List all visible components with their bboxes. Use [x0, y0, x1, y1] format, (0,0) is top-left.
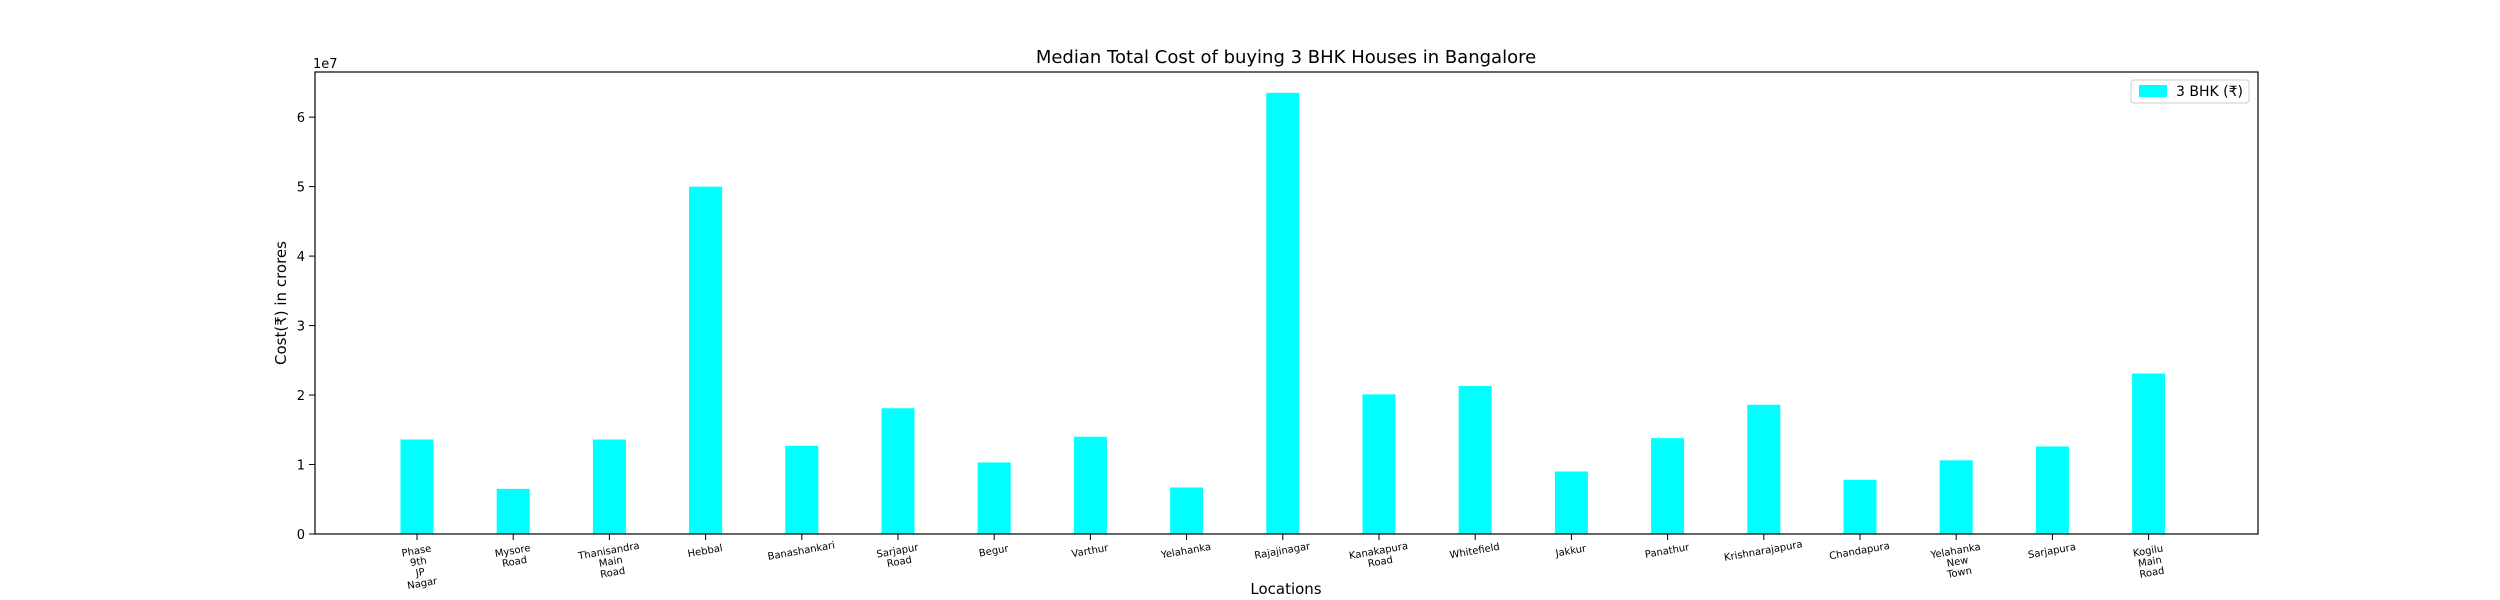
x-tick-label: Begur	[978, 543, 1010, 559]
plot-frame	[314, 71, 2259, 535]
x-tick-label: YelahankaNewTown	[1929, 542, 1985, 583]
x-axis-label: Locations	[1250, 580, 1321, 598]
y-tick-label: 4	[297, 250, 305, 265]
bar	[496, 488, 530, 534]
bar	[400, 439, 434, 534]
x-tick-label: ThanisandraMainRoad	[577, 541, 645, 584]
x-tick-label: Rajajinagar	[1254, 541, 1312, 562]
x-tick-label: Phase9thJPNagar	[401, 543, 439, 592]
x-tick-label: Yelahanka	[1159, 542, 1212, 562]
x-tick-label: Varthur	[1071, 543, 1110, 560]
x-tick-label: Hebbal	[687, 543, 724, 560]
x-tick-label: Sarjapura	[2027, 542, 2077, 561]
y-tick-label: 6	[297, 111, 305, 126]
bar	[1170, 487, 1204, 534]
bar	[881, 408, 915, 534]
bar	[1266, 92, 1300, 534]
y-tick-label: 0	[297, 528, 305, 543]
bar	[1554, 471, 1588, 534]
bar	[1458, 386, 1492, 534]
x-tick-label: KanakapuraRoad	[1348, 541, 1411, 573]
bar	[689, 186, 723, 534]
x-tick-label: KogiluMainRoad	[2132, 543, 2168, 581]
bar	[1362, 394, 1396, 534]
chart-title: Median Total Cost of buying 3 BHK Houses…	[1036, 47, 1536, 68]
y-offset-label: 1e7	[313, 57, 338, 72]
y-tick-label: 3	[297, 320, 305, 335]
x-tick-label: Chandapura	[1828, 541, 1890, 562]
x-tick-label: Banashankari	[767, 540, 836, 563]
x-tick-label: SarjapurRoad	[876, 542, 922, 571]
x-tick-label: Whitefield	[1449, 542, 1501, 562]
bar	[977, 462, 1011, 534]
y-axis-label: Cost(₹) in crores	[272, 241, 290, 365]
bar	[2132, 373, 2166, 534]
legend-label: 3 BHK (₹)	[2176, 84, 2243, 100]
x-tick-label: Jakkur	[1554, 543, 1588, 560]
y-tick-label: 2	[297, 389, 305, 404]
y-ticks-group: 0 1 2 3 4 5 6	[297, 111, 315, 543]
bars-group	[400, 92, 2166, 534]
y-tick-label: 1	[297, 459, 305, 474]
bar	[2035, 446, 2069, 534]
bar	[1939, 460, 1973, 534]
x-tick-label: MysoreRoad	[494, 543, 533, 571]
legend-swatch	[2139, 85, 2167, 97]
bar	[785, 445, 819, 534]
bar	[1843, 479, 1877, 534]
y-tick-label: 5	[297, 181, 305, 196]
bar	[1073, 436, 1107, 534]
x-tick-label: Krishnarajapura	[1723, 539, 1803, 564]
bar	[592, 439, 626, 534]
bar	[1651, 438, 1685, 534]
legend: 3 BHK (₹)	[2130, 79, 2250, 104]
x-tick-label: Panathur	[1644, 542, 1691, 561]
bar	[1747, 404, 1781, 534]
